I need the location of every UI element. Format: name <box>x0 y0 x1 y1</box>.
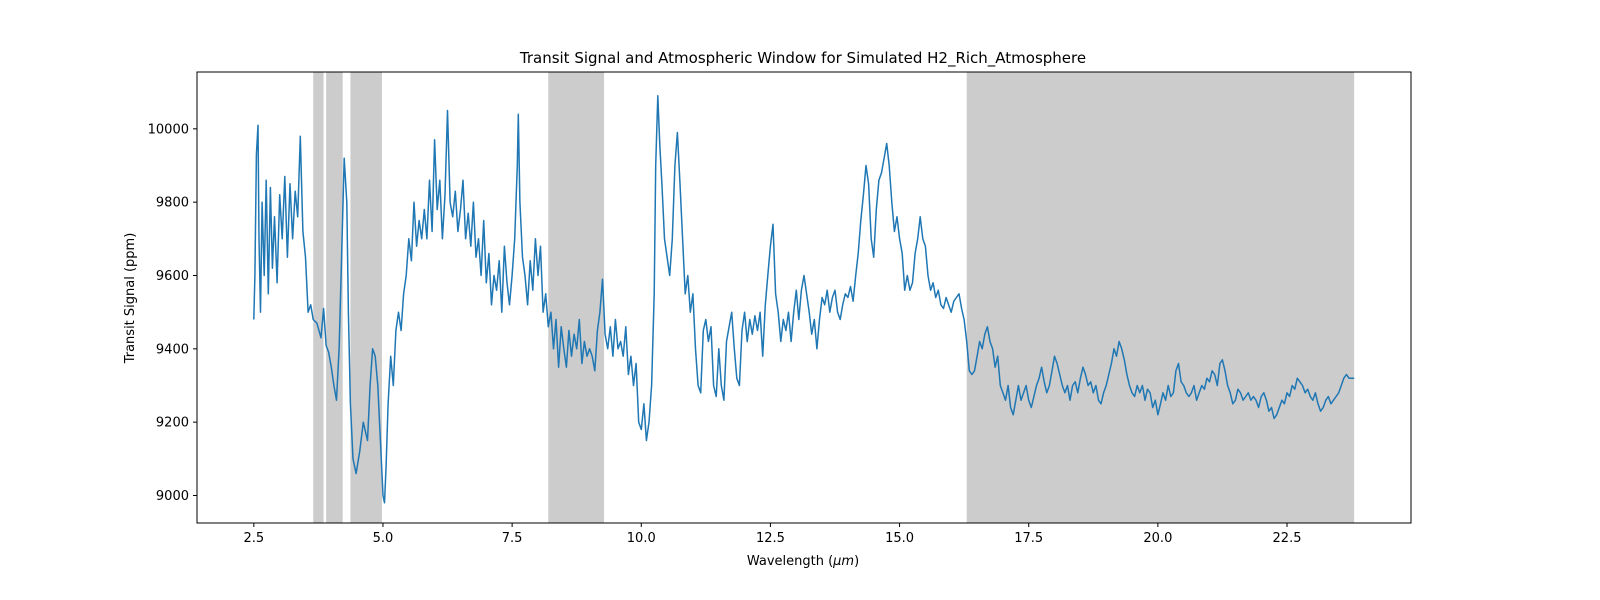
x-axis-label: Wavelength (μm) <box>747 554 859 569</box>
x-axis-ticks: 2.5 5.0 7.5 10.0 12.5 15.0 17.5 20.0 22.5 <box>243 523 1301 546</box>
x-tick-label: 10.0 <box>627 531 656 546</box>
x-tick-label: 17.5 <box>1014 531 1043 546</box>
x-tick-label: 2.5 <box>243 531 264 546</box>
x-tick-label: 5.0 <box>373 531 394 546</box>
plot-frame <box>196 71 1412 524</box>
shaded-band-4 <box>548 72 605 523</box>
y-tick-label: 9400 <box>156 342 189 357</box>
x-tick-label: 7.5 <box>502 531 523 546</box>
y-tick-label: 9000 <box>156 489 189 504</box>
shaded-band-2 <box>326 72 343 523</box>
x-tick-label: 12.5 <box>756 531 785 546</box>
shaded-band-1 <box>313 72 324 523</box>
y-tick-label: 10000 <box>148 122 189 137</box>
y-axis-ticks: 9000 9200 9400 9600 9800 10000 <box>148 122 197 504</box>
chart-title: Transit Signal and Atmospheric Window fo… <box>519 49 1086 68</box>
y-axis-label: Transit Signal (ppm) <box>123 233 138 365</box>
shaded-bands <box>313 72 1355 523</box>
x-axis-label-unit: μm <box>832 554 854 569</box>
x-axis-label-suffix: ) <box>854 554 859 569</box>
y-tick-label: 9600 <box>156 269 189 284</box>
series-line-1 <box>253 95 1355 504</box>
x-axis-label-prefix: Wavelength ( <box>747 554 833 569</box>
y-tick-label: 9200 <box>156 416 189 431</box>
shaded-band-3 <box>350 72 382 523</box>
series-group <box>253 95 1355 504</box>
y-tick-label: 9800 <box>156 196 189 211</box>
x-tick-label: 22.5 <box>1273 531 1302 546</box>
shaded-band-5 <box>966 72 1355 523</box>
x-tick-label: 20.0 <box>1143 531 1172 546</box>
x-tick-label: 15.0 <box>885 531 914 546</box>
